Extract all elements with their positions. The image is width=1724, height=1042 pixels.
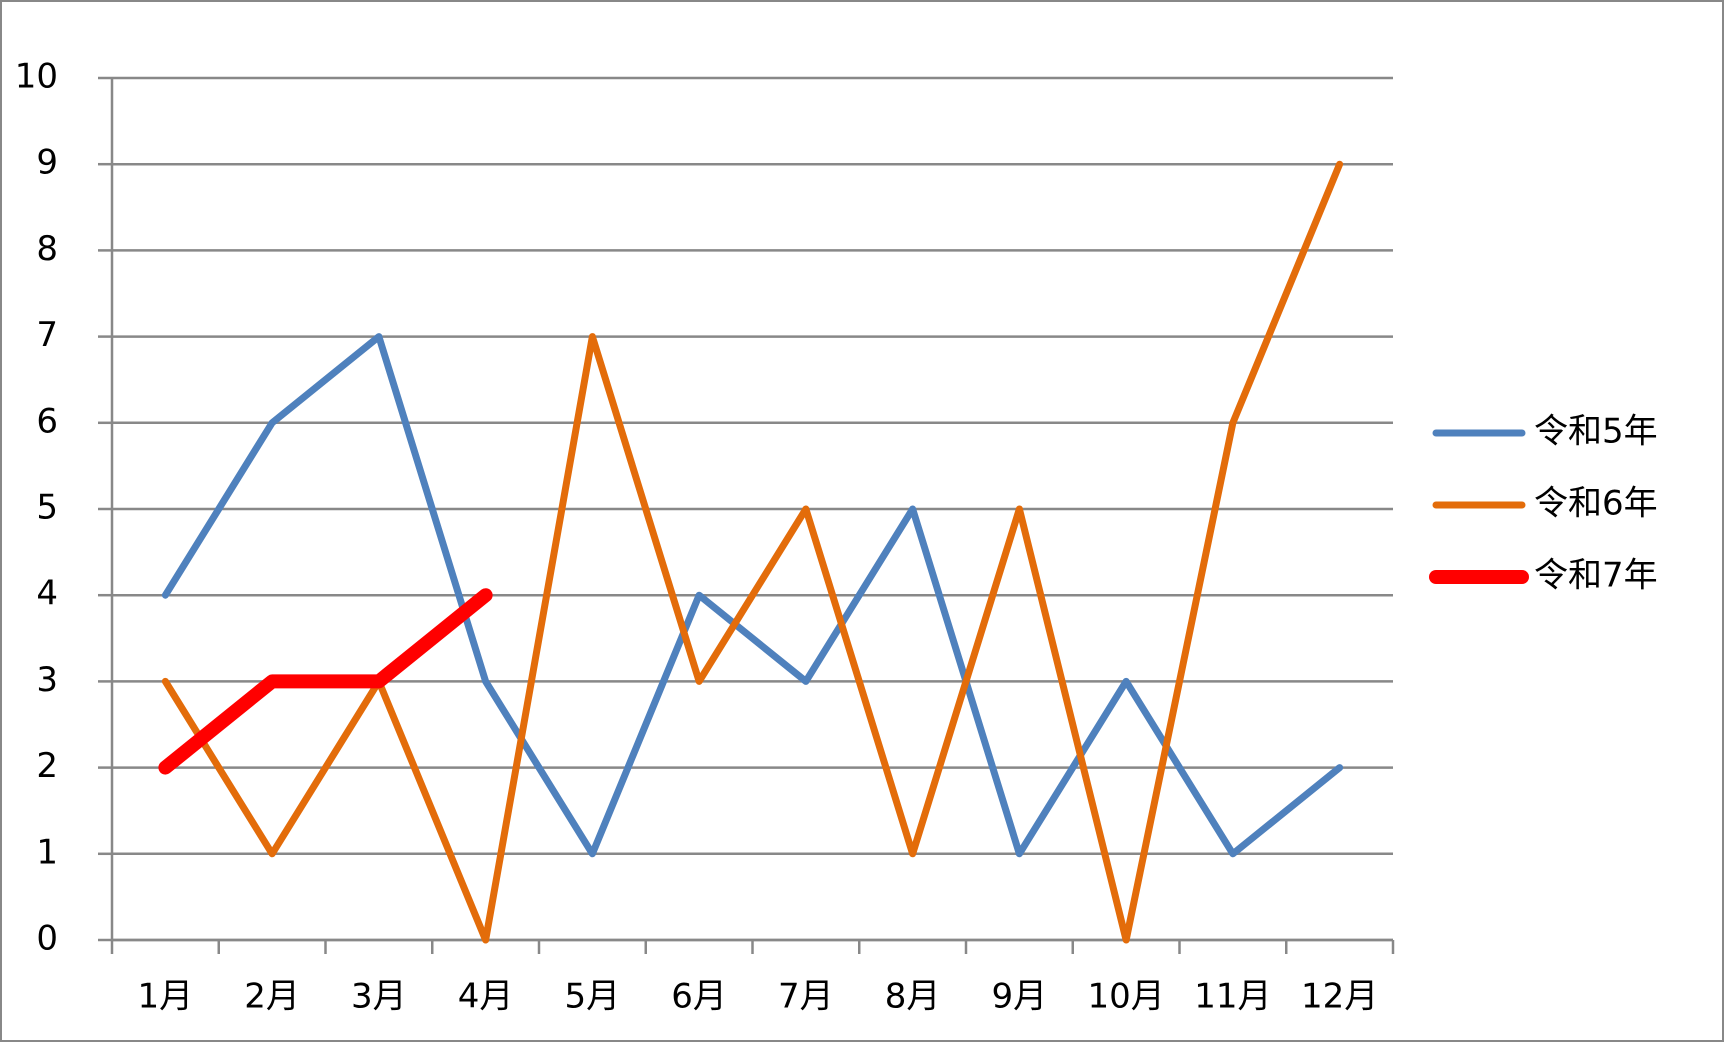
y-tick-label: 5 [36,488,58,528]
y-tick-label: 10 [15,57,58,97]
x-tick-label: 12月 [1301,977,1378,1017]
x-tick-label: 1月 [138,977,194,1017]
y-tick-label: 7 [36,315,58,355]
x-tick-label: 4月 [458,977,514,1017]
y-tick-label: 3 [36,660,58,700]
series-line [161,160,1344,944]
legend-label: 令和5年 [1534,412,1658,452]
y-tick-label: 6 [36,401,58,441]
y-tick-label: 4 [36,574,58,614]
x-tick-label: 6月 [671,977,727,1017]
x-tick-label: 3月 [351,977,407,1017]
legend-label: 令和7年 [1534,556,1658,596]
legend-label: 令和6年 [1534,484,1658,524]
x-tick-label: 7月 [778,977,834,1017]
x-tick-label: 9月 [992,977,1048,1017]
series-line [158,588,493,775]
x-tick-label: 2月 [244,977,300,1017]
x-tick-label: 5月 [565,977,621,1017]
x-tick-label: 11月 [1194,977,1271,1017]
x-tick-label: 8月 [885,977,941,1017]
y-tick-label: 2 [36,746,58,786]
x-tick-label: 10月 [1087,977,1164,1017]
y-tick-label: 0 [36,919,58,959]
y-tick-label: 1 [36,832,58,872]
y-tick-label: 9 [36,143,58,183]
series-line [161,333,1344,858]
y-tick-label: 8 [36,229,58,269]
